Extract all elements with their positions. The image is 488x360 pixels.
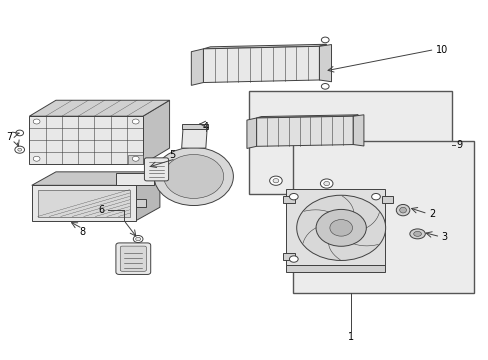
Polygon shape <box>256 115 357 118</box>
Text: 3: 3 <box>441 232 447 242</box>
Polygon shape <box>32 185 136 221</box>
Polygon shape <box>246 118 256 148</box>
Polygon shape <box>136 172 160 221</box>
Bar <box>249 91 451 194</box>
Bar <box>292 141 473 293</box>
Circle shape <box>132 119 139 124</box>
Circle shape <box>329 220 352 236</box>
Polygon shape <box>203 46 319 82</box>
Circle shape <box>321 37 328 43</box>
Circle shape <box>321 84 328 89</box>
Polygon shape <box>191 49 203 85</box>
Bar <box>283 196 295 203</box>
Circle shape <box>320 179 332 188</box>
Circle shape <box>289 193 298 200</box>
Polygon shape <box>319 44 325 80</box>
Bar <box>128 155 142 164</box>
Bar <box>181 124 208 129</box>
Circle shape <box>132 156 139 161</box>
Polygon shape <box>142 100 169 164</box>
Text: 8: 8 <box>80 228 85 238</box>
Ellipse shape <box>395 204 409 216</box>
Circle shape <box>33 156 40 161</box>
Polygon shape <box>319 45 331 82</box>
Circle shape <box>133 235 142 243</box>
Text: 7: 7 <box>6 132 12 142</box>
Ellipse shape <box>409 229 425 239</box>
Text: 5: 5 <box>168 150 175 160</box>
Text: 9: 9 <box>455 140 462 149</box>
Circle shape <box>323 181 329 186</box>
Text: 4: 4 <box>203 122 208 132</box>
Text: 10: 10 <box>435 45 447 55</box>
Circle shape <box>371 193 380 200</box>
Circle shape <box>15 146 24 153</box>
Circle shape <box>315 210 366 246</box>
Polygon shape <box>256 116 352 146</box>
Circle shape <box>289 256 298 262</box>
Polygon shape <box>181 127 207 148</box>
FancyBboxPatch shape <box>144 158 168 181</box>
Circle shape <box>296 195 385 260</box>
Polygon shape <box>285 265 384 272</box>
Circle shape <box>16 130 23 136</box>
Bar <box>283 253 295 260</box>
Bar <box>382 196 392 203</box>
Polygon shape <box>203 44 325 49</box>
Ellipse shape <box>413 231 421 237</box>
Polygon shape <box>352 115 357 145</box>
Text: 6: 6 <box>98 205 104 215</box>
Circle shape <box>136 237 140 241</box>
Bar <box>38 190 130 216</box>
Text: 1: 1 <box>347 332 353 342</box>
Polygon shape <box>29 100 169 116</box>
FancyBboxPatch shape <box>120 246 146 271</box>
Polygon shape <box>352 115 363 146</box>
Polygon shape <box>116 173 154 185</box>
Circle shape <box>269 176 282 185</box>
Circle shape <box>272 179 278 183</box>
FancyBboxPatch shape <box>116 243 150 274</box>
Circle shape <box>33 119 40 124</box>
Polygon shape <box>285 189 384 265</box>
Polygon shape <box>136 199 146 207</box>
Polygon shape <box>29 116 142 164</box>
Circle shape <box>18 148 21 151</box>
Circle shape <box>154 147 233 206</box>
Polygon shape <box>32 172 160 185</box>
Circle shape <box>163 154 223 198</box>
Ellipse shape <box>399 207 406 213</box>
Text: 2: 2 <box>428 209 434 219</box>
